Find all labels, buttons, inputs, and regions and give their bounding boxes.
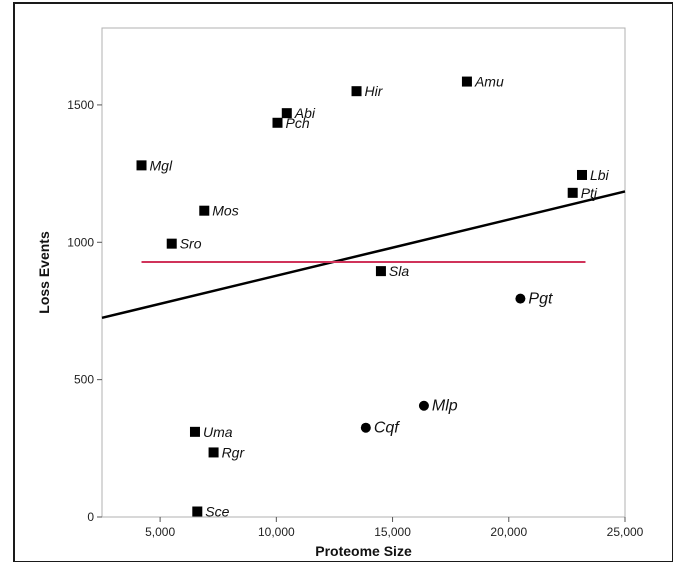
point-sro [166, 238, 177, 249]
point-label-rgr: Rgr [222, 444, 246, 460]
point-label-pgt: Pgt [528, 291, 553, 308]
point-label-mlp: Mlp [432, 398, 458, 415]
point-sla [375, 266, 386, 277]
y-axis-title: Loss Events [36, 231, 52, 314]
point-sce [192, 506, 203, 517]
point-label-uma: Uma [203, 424, 233, 440]
trend-line [101, 190, 626, 320]
point-label-mgl: Mgl [150, 157, 173, 173]
point-label-ptj: Ptj [581, 185, 598, 201]
x-tick-label: 25,000 [607, 525, 644, 539]
point-label-abi: Abi [294, 105, 316, 121]
y-tick-label: 1000 [67, 235, 94, 249]
point-label-sla: Sla [389, 263, 409, 279]
y-tick-label: 1500 [67, 98, 94, 112]
point-label-cqf: Cqf [374, 420, 400, 437]
point-label-sro: Sro [180, 236, 202, 252]
point-label-pch: Pch [285, 115, 309, 131]
point-hir [351, 86, 362, 97]
point-pch [272, 117, 283, 128]
point-amu [461, 76, 472, 87]
point-label-hir: Hir [365, 83, 384, 99]
point-label-mos: Mos [212, 203, 238, 219]
point-mgl [136, 160, 147, 171]
axis-ticks: 5,000 10,000 15,000 20,000 25,000 0 500 1000 150… [67, 98, 643, 539]
point-label-lbi: Lbi [590, 167, 610, 183]
y-tick-label: 0 [87, 510, 94, 524]
point-uma [189, 426, 200, 437]
lines-layer [101, 190, 626, 320]
point-mlp [418, 400, 429, 411]
outer-border [13, 2, 673, 563]
point-abi [281, 108, 292, 119]
point-pgt [515, 293, 526, 304]
point-label-amu: Amu [474, 74, 504, 90]
point-cqf [360, 422, 371, 433]
x-axis-title: Proteome Size [315, 543, 412, 559]
point-lbi [576, 169, 587, 180]
x-tick-label: 5,000 [145, 525, 175, 539]
point-rgr [208, 447, 219, 458]
plot-area [101, 27, 626, 518]
x-tick-label: 20,000 [490, 525, 527, 539]
y-tick-label: 500 [74, 373, 94, 387]
point-mos [199, 205, 210, 216]
point-label-sce: Sce [205, 504, 229, 520]
x-tick-label: 10,000 [258, 525, 295, 539]
point-ptj [567, 187, 578, 198]
x-tick-label: 15,000 [374, 525, 411, 539]
